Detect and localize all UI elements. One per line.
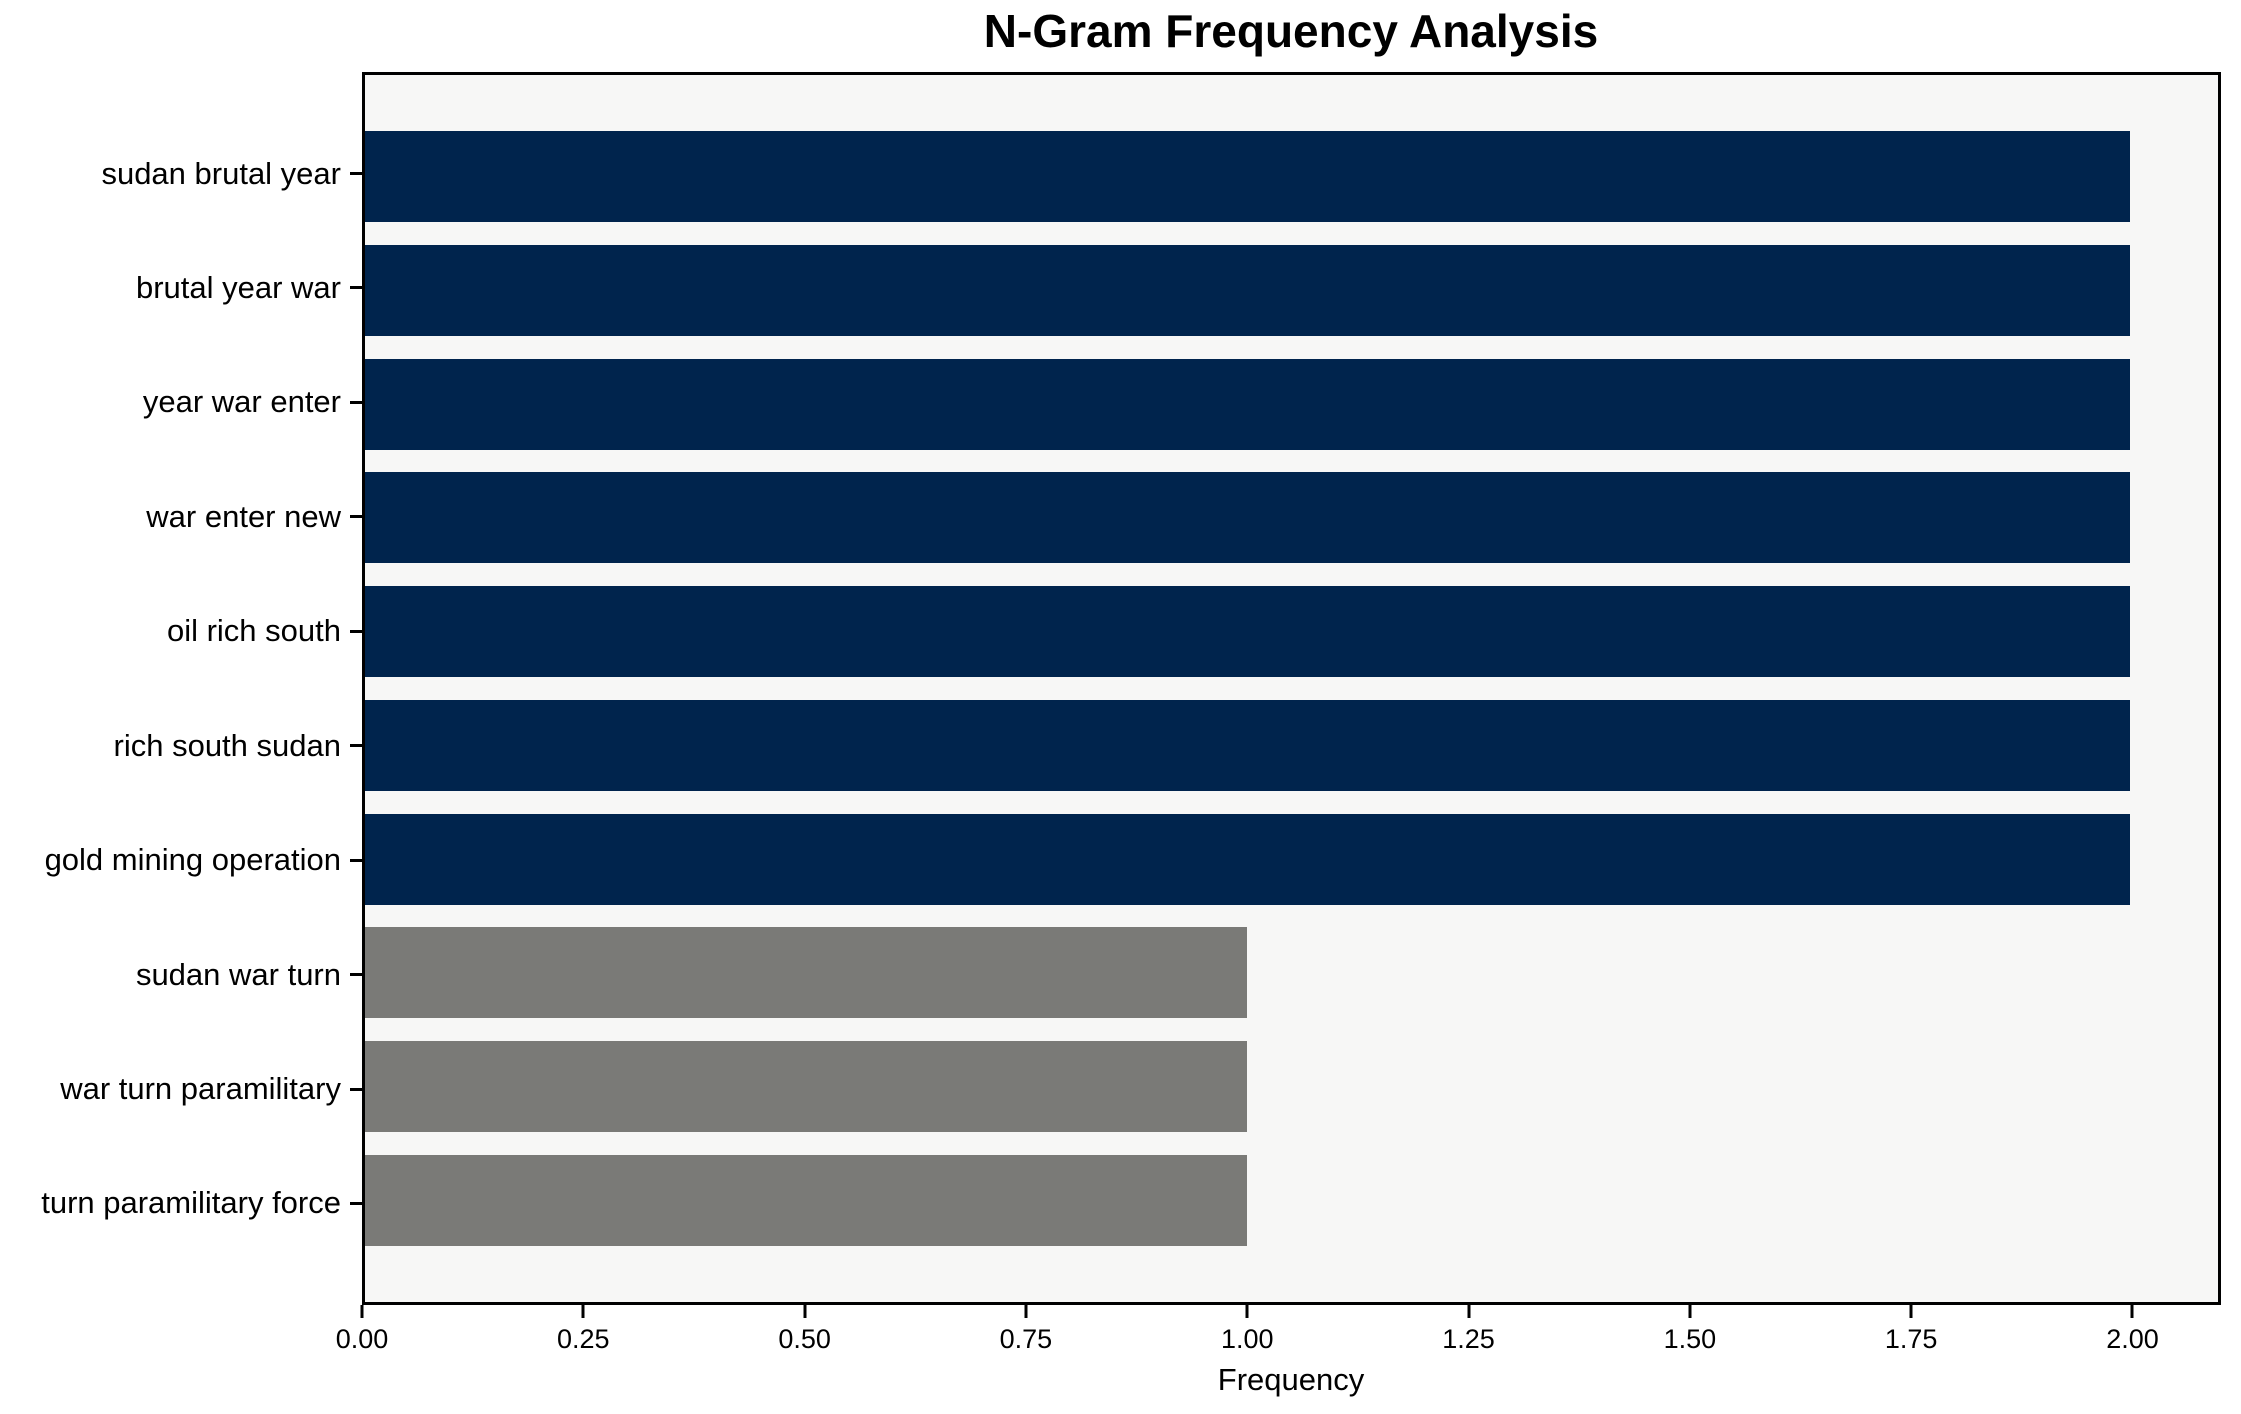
y-tick-label: gold mining operation bbox=[44, 842, 341, 878]
bar-gold-mining-operation bbox=[365, 813, 2130, 905]
y-tick-row: oil rich south bbox=[0, 586, 362, 677]
y-tick-mark bbox=[350, 1087, 362, 1091]
y-tick-label: rich south sudan bbox=[113, 727, 341, 763]
bar-row bbox=[365, 1154, 2218, 1246]
y-tick-mark bbox=[350, 973, 362, 977]
x-tick-mark bbox=[1245, 1305, 1249, 1318]
y-tick-label: brutal year war bbox=[135, 269, 341, 305]
x-tick-mark bbox=[1467, 1305, 1471, 1318]
x-tick-label: 1.25 bbox=[1442, 1324, 1495, 1354]
bar-row bbox=[365, 131, 2218, 222]
y-tick-row: brutal year war bbox=[0, 242, 362, 333]
bar-sudan-brutal-year bbox=[365, 131, 2130, 222]
x-axis-label: Frequency bbox=[1217, 1362, 1365, 1397]
x-tick-mark bbox=[2130, 1305, 2134, 1318]
y-tick-mark bbox=[350, 286, 362, 290]
y-tick-row: year war enter bbox=[0, 357, 362, 448]
plot-area bbox=[362, 72, 2221, 1305]
y-tick-row: war turn paramilitary bbox=[0, 1044, 362, 1135]
bar-row bbox=[365, 472, 2218, 564]
y-tick-label: turn paramilitary force bbox=[41, 1185, 341, 1221]
x-tick-label: 0.25 bbox=[557, 1324, 610, 1354]
y-tick-row: sudan brutal year bbox=[0, 128, 362, 219]
bar-row bbox=[365, 586, 2218, 678]
y-tick-label: war enter new bbox=[146, 498, 341, 534]
bar-year-war-enter bbox=[365, 358, 2130, 450]
x-tick-mark bbox=[803, 1305, 807, 1318]
y-tick-label: oil rich south bbox=[166, 613, 341, 649]
bar-brutal-year-war bbox=[365, 244, 2130, 336]
x-tick-mark bbox=[1688, 1305, 1692, 1318]
bar-row bbox=[365, 358, 2218, 450]
y-tick-row: turn paramilitary force bbox=[0, 1158, 362, 1249]
x-tick-mark bbox=[581, 1305, 585, 1318]
bar-rich-south-sudan bbox=[365, 699, 2130, 791]
bar-row bbox=[365, 1041, 2218, 1133]
y-tick-row: rich south sudan bbox=[0, 700, 362, 791]
x-tick-label: 1.75 bbox=[1884, 1324, 1938, 1354]
y-tick-label: sudan brutal year bbox=[101, 155, 341, 191]
y-tick-mark bbox=[350, 629, 362, 633]
x-tick-mark bbox=[360, 1305, 364, 1318]
y-tick-mark bbox=[350, 400, 362, 404]
bar-row bbox=[365, 927, 2218, 1019]
y-tick-label: war turn paramilitary bbox=[60, 1071, 341, 1106]
y-tick-mark bbox=[350, 858, 362, 862]
x-tick-label: 0.50 bbox=[778, 1324, 831, 1354]
x-tick-label: 0.75 bbox=[999, 1324, 1053, 1354]
bar-turn-paramilitary-force bbox=[365, 1154, 1248, 1246]
x-tick-mark bbox=[1909, 1305, 1913, 1318]
bar-oil-rich-south bbox=[365, 586, 2130, 678]
y-tick-row: gold mining operation bbox=[0, 815, 362, 906]
x-tick-mark bbox=[1024, 1305, 1028, 1318]
x-tick-label: 1.00 bbox=[1220, 1324, 1274, 1354]
y-tick-mark bbox=[350, 1201, 362, 1205]
x-tick-label: 1.50 bbox=[1663, 1324, 1717, 1354]
x-tick-label: 2.00 bbox=[2106, 1324, 2159, 1354]
bar-war-turn-paramilitary bbox=[365, 1041, 1248, 1133]
x-tick-label: 0.00 bbox=[335, 1324, 389, 1354]
bar-row bbox=[365, 813, 2218, 905]
y-tick-label: sudan war turn bbox=[135, 956, 341, 992]
chart-title: N-Gram Frequency Analysis bbox=[983, 5, 1599, 57]
x-axis-ticks: 0.00 0.25 0.50 0.75 1.00 1.25 1.50 1.75 2.00 bbox=[336, 1305, 2221, 1365]
y-tick-label: year war enter bbox=[142, 384, 341, 420]
y-tick-mark bbox=[350, 172, 362, 175]
bar-row bbox=[365, 699, 2218, 791]
y-tick-row: war enter new bbox=[0, 471, 362, 562]
y-tick-row: sudan war turn bbox=[0, 929, 362, 1020]
bar-war-enter-new bbox=[365, 472, 2130, 564]
bar-row bbox=[365, 244, 2218, 336]
bar-sudan-war-turn bbox=[365, 927, 1248, 1019]
y-axis-labels: sudan brutal year brutal year war year war… bbox=[0, 72, 362, 1305]
y-tick-mark bbox=[350, 744, 362, 748]
y-tick-mark bbox=[350, 515, 362, 519]
bars-container bbox=[365, 75, 2218, 1302]
